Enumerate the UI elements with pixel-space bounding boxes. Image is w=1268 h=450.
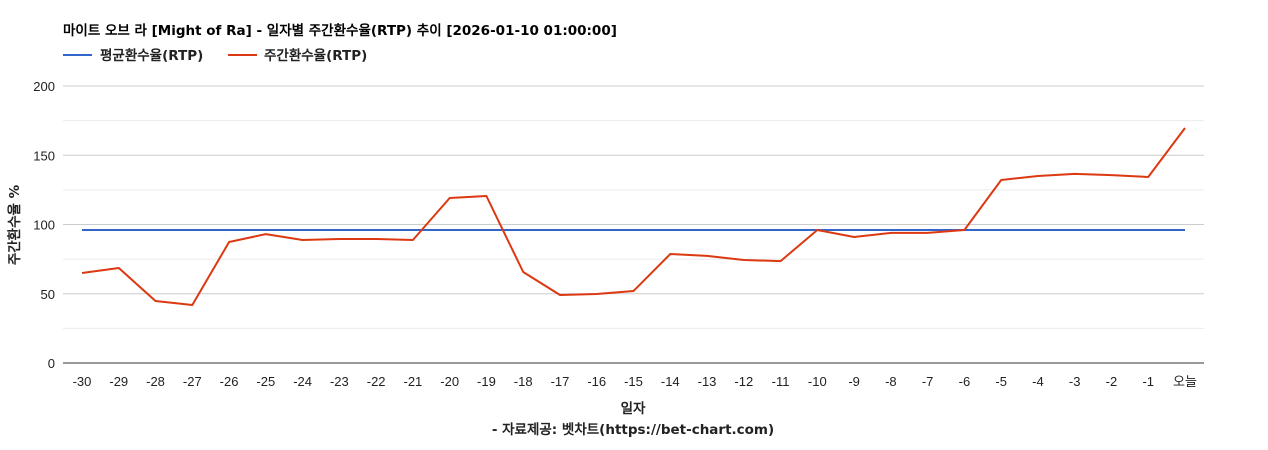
x-tick-label: -9 [848,374,860,389]
y-axis-title: 주간환수율 % [6,184,23,265]
y-tick-label: 100 [33,218,55,233]
series-lines [81,127,1186,306]
y-tick-label: 50 [41,287,55,302]
legend-item-average[interactable]: 평균환수율(RTP) [63,47,203,64]
x-tick-label: -28 [146,374,165,389]
x-tick-label: -19 [477,374,496,389]
x-tick-label: -30 [73,374,92,389]
y-tick-label: 200 [33,79,55,94]
x-tick-label: -16 [587,374,606,389]
x-tick-label: -11 [772,374,790,389]
x-tick-label: -7 [922,374,934,389]
legend-label-weekly: 주간환수율(RTP) [264,47,367,64]
legend-item-weekly[interactable]: 주간환수율(RTP) [228,47,367,64]
x-tick-label: -29 [109,374,128,389]
x-tick-label: -4 [1032,374,1044,389]
x-tick-label: -5 [995,374,1007,389]
legend-label-average: 평균환수율(RTP) [100,47,203,64]
gridlines [63,85,1204,329]
x-axis-title: 일자 [621,401,646,417]
y-tick-label: 150 [33,148,55,163]
x-tick-label: 오늘 [1173,374,1197,389]
x-tick-label: -27 [183,374,202,389]
x-tick-label: -25 [256,374,275,389]
x-tick-label: -26 [220,374,239,389]
x-tick-label: -17 [551,374,570,389]
x-tick-label: -12 [734,374,753,389]
x-tick-label: -2 [1106,374,1118,389]
x-tick-label: -24 [293,374,312,389]
x-tick-label: -15 [624,374,643,389]
x-tick-label: -18 [514,374,533,389]
x-tick-label: -3 [1069,374,1081,389]
source-credit: - 자료제공: 벳차트(https://bet-chart.com) [492,421,774,438]
x-tick-label: -20 [440,374,459,389]
y-axis-ticks: 0 50 100 150 200 [33,79,55,371]
x-axis-ticks: -30 -29 -28 -27 -26 -25 -24 -23 -22 -21 -20 -19 -18 -… [73,374,1197,389]
weekly-rtp-line[interactable] [81,127,1186,306]
x-tick-label: -21 [404,374,423,389]
x-tick-label: -8 [885,374,897,389]
y-tick-label: 0 [48,356,55,371]
x-tick-label: -1 [1142,374,1154,389]
legend: 평균환수율(RTP) 주간환수율(RTP) [63,47,367,64]
x-tick-label: -6 [959,374,971,389]
chart-title: 마이트 오브 라 [Might of Ra] - 일자별 주간환수율(RTP) … [63,22,617,39]
x-tick-label: -10 [808,374,827,389]
x-tick-label: -23 [330,374,349,389]
x-tick-label: -22 [367,374,386,389]
x-tick-label: -14 [661,374,680,389]
x-tick-label: -13 [698,374,717,389]
